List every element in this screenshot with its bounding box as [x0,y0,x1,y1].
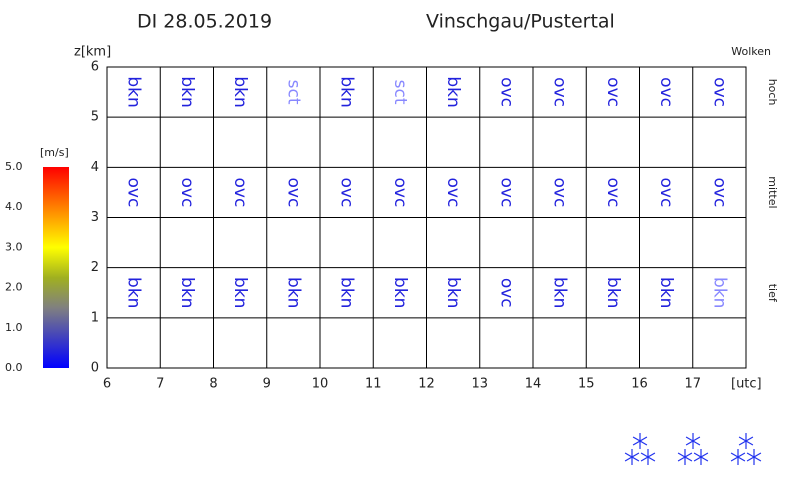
cloud-code: bkn [337,76,357,107]
y-tick-label: 0 [91,361,99,376]
cloud-code: sct [390,80,410,105]
snow-stroke [624,452,640,462]
snow-stroke [693,452,709,462]
cloud-code: bkn [124,277,144,308]
y-tick-label: 3 [91,210,99,225]
cloud-code: bkn [177,76,197,107]
cloud-code: ovc [443,178,463,208]
cloud-code: bkn [337,277,357,308]
cloud-code: ovc [656,77,676,107]
x-tick-label: 11 [365,377,382,392]
x-tick-label: 7 [156,377,164,392]
x-unit: [utc] [731,377,762,392]
colorbar-tick-label: 0.0 [5,361,23,374]
cloud-code: sct [283,80,303,105]
snow-stroke [738,436,754,446]
y-tick-label: 6 [91,60,99,75]
cloud-code: bkn [283,277,303,308]
x-tick-label: 15 [578,377,595,392]
cloud-code: ovc [496,278,516,308]
colorbar-tick-label: 1.0 [5,321,23,334]
snow-stroke [685,436,701,446]
colorbar [43,167,69,368]
cloud-code: ovc [390,178,410,208]
snow-stroke [632,436,648,446]
x-tick-label: 14 [525,377,542,392]
x-tick-label: 17 [684,377,701,392]
cloud-code: ovc [496,178,516,208]
cloud-code: ovc [283,178,303,208]
y-axis-label: z[km] [74,45,111,60]
right-label: Wolken [731,45,771,58]
y-tick-label: 4 [91,160,99,175]
cloud-code: ovc [656,178,676,208]
cloud-code: ovc [124,178,144,208]
cloud-code: ovc [496,77,516,107]
layer-label: mittel [766,176,779,208]
cloud-code: bkn [230,277,250,308]
cloud-code: bkn [603,277,623,308]
x-tick-label: 6 [103,377,111,392]
x-tick-label: 12 [418,377,435,392]
x-tick-label: 13 [471,377,488,392]
x-tick-label: 8 [209,377,217,392]
y-tick-label: 5 [91,110,99,125]
snow-stroke [730,452,746,462]
colorbar-tick-label: 3.0 [5,240,23,253]
y-tick-label: 1 [91,310,99,325]
cloud-code: bkn [390,277,410,308]
snow-symbols [624,433,762,465]
cloud-code: ovc [603,178,623,208]
colorbar-tick-label: 2.0 [5,281,23,294]
cloud-code: ovc [709,77,729,107]
layer-label: hoch [766,79,779,106]
y-tick-label: 2 [91,260,99,275]
layer-label: tief [766,284,779,303]
colorbar-label: [m/s] [40,146,69,159]
cloud-code: ovc [709,178,729,208]
colorbar-tick-label: 5.0 [5,160,23,173]
cloud-code: ovc [603,77,623,107]
x-tick-label: 9 [263,377,271,392]
cloud-code: ovc [337,178,357,208]
snow-stroke [640,452,656,462]
snow-stroke [746,452,762,462]
cloud-code: ovc [550,178,570,208]
cloud-code: bkn [656,277,676,308]
cloud-code: bkn [443,277,463,308]
cloud-code: bkn [709,277,729,308]
cloud-code: bkn [230,76,250,107]
cloud-code: bkn [550,277,570,308]
colorbar-tick-label: 4.0 [5,200,23,213]
cloud-code: bkn [443,76,463,107]
cloud-code: ovc [177,178,197,208]
chart-title: Vinschgau/Pustertal [426,11,615,33]
snow-stroke [677,452,693,462]
cloud-code: bkn [124,76,144,107]
cloud-code: bkn [177,277,197,308]
date: DI 28.05.2019 [137,11,272,33]
cloud-code: ovc [230,178,250,208]
cloud-code: ovc [550,77,570,107]
x-tick-label: 16 [631,377,648,392]
x-tick-label: 10 [312,377,329,392]
